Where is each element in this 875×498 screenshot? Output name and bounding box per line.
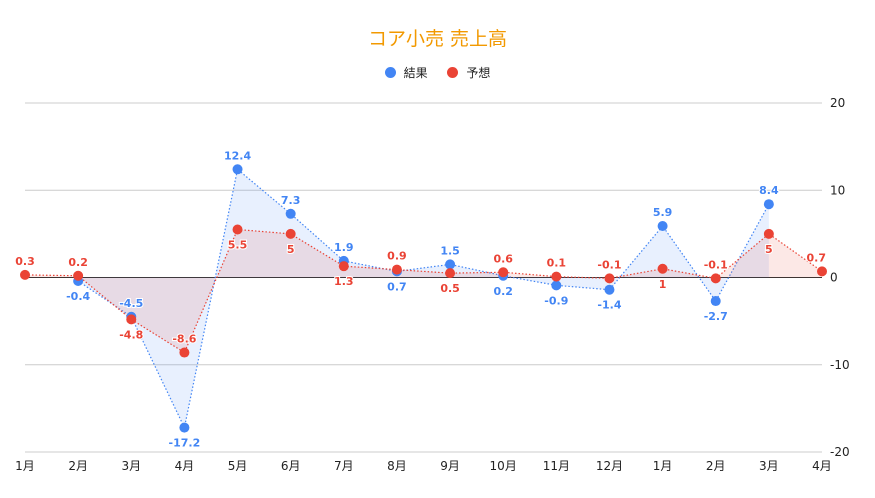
- x-tick-label: 11月: [543, 459, 570, 473]
- data-label: -4.5: [119, 297, 143, 310]
- series-area: [25, 229, 822, 353]
- data-point: [551, 271, 562, 282]
- data-point: [285, 228, 296, 239]
- data-label: 12.4: [224, 149, 251, 162]
- series-area: [78, 169, 769, 428]
- data-label: 5: [287, 243, 295, 256]
- data-point: [710, 296, 721, 307]
- data-label: -17.2: [169, 437, 201, 450]
- data-label: -4.8: [119, 328, 143, 341]
- data-label: -1.4: [597, 299, 621, 312]
- data-label: -0.1: [597, 258, 621, 271]
- x-tick-label: 7月: [334, 459, 354, 473]
- y-tick-label: -20: [830, 445, 850, 459]
- legend-item-forecast[interactable]: 予想: [447, 64, 490, 81]
- data-label: -2.7: [704, 310, 728, 323]
- data-point: [657, 221, 668, 232]
- x-tick-label: 2月: [68, 459, 88, 473]
- data-point: [232, 224, 243, 235]
- data-point: [445, 259, 456, 270]
- data-point: [179, 422, 190, 433]
- data-point: [179, 347, 190, 358]
- data-label: 0.9: [387, 250, 407, 263]
- data-point: [338, 261, 349, 272]
- data-point: [232, 164, 243, 175]
- data-label: 0.7: [387, 280, 407, 293]
- legend-label: 予想: [466, 66, 491, 80]
- legend-marker: [447, 67, 459, 78]
- data-label: 1.5: [440, 244, 460, 257]
- legend-marker: [384, 67, 396, 78]
- data-label: -0.4: [66, 290, 90, 303]
- data-label: 0.3: [15, 255, 35, 268]
- data-label: 8.4: [759, 184, 779, 197]
- y-tick-label: -10: [830, 358, 850, 372]
- data-point: [73, 270, 84, 281]
- legend-label: 結果: [403, 66, 428, 80]
- data-point: [763, 228, 774, 239]
- data-point: [817, 266, 827, 277]
- x-tick-label: 9月: [440, 459, 460, 473]
- data-point: [551, 280, 562, 291]
- data-label: 5.9: [653, 206, 673, 219]
- data-point: [445, 268, 456, 279]
- x-tick-label: 5月: [228, 459, 248, 473]
- legend: 結果 予想: [0, 64, 875, 81]
- data-label: 0.1: [547, 257, 567, 270]
- y-tick-label: 10: [830, 183, 845, 197]
- data-point: [20, 269, 30, 280]
- y-tick-label: 20: [830, 96, 845, 110]
- data-label: 7.3: [281, 194, 301, 207]
- x-tick-label: 8月: [387, 459, 407, 473]
- data-label: -8.6: [172, 333, 196, 346]
- x-tick-label: 12月: [596, 459, 623, 473]
- x-tick-label: 2月: [706, 459, 726, 473]
- x-tick-label: 1月: [15, 459, 35, 473]
- x-tick-label: 3月: [121, 459, 141, 473]
- data-label: 1.3: [334, 275, 354, 288]
- data-point: [285, 208, 296, 219]
- data-point: [604, 273, 615, 284]
- chart-title: コア小売 売上高: [367, 28, 508, 50]
- data-label: 0.6: [493, 252, 513, 265]
- data-label: -0.9: [544, 294, 568, 307]
- data-label: 5: [765, 243, 773, 256]
- x-tick-label: 10月: [490, 459, 517, 473]
- data-point: [710, 273, 721, 284]
- data-point: [763, 199, 774, 210]
- legend-item-results[interactable]: 結果: [384, 64, 428, 81]
- data-label: 1.9: [334, 241, 354, 254]
- data-label: 0.2: [68, 256, 88, 269]
- data-point: [498, 267, 509, 278]
- x-tick-label: 3月: [759, 459, 779, 473]
- data-label: -0.1: [704, 258, 728, 271]
- data-label: 0.7: [807, 251, 827, 264]
- x-tick-label: 4月: [175, 459, 195, 473]
- data-point: [657, 263, 668, 274]
- series-line: [24, 228, 823, 354]
- y-tick-label: 0: [830, 271, 838, 285]
- data-point: [126, 314, 137, 325]
- data-label: 5.5: [228, 239, 248, 252]
- data-label: 0.5: [440, 282, 460, 295]
- data-point: [604, 284, 615, 295]
- x-tick-label: 1月: [653, 459, 673, 473]
- x-tick-label: 4月: [812, 459, 832, 473]
- x-tick-label: 6月: [281, 459, 301, 473]
- data-label: 1: [659, 278, 667, 291]
- data-point: [391, 264, 402, 275]
- data-label: 0.2: [493, 285, 513, 298]
